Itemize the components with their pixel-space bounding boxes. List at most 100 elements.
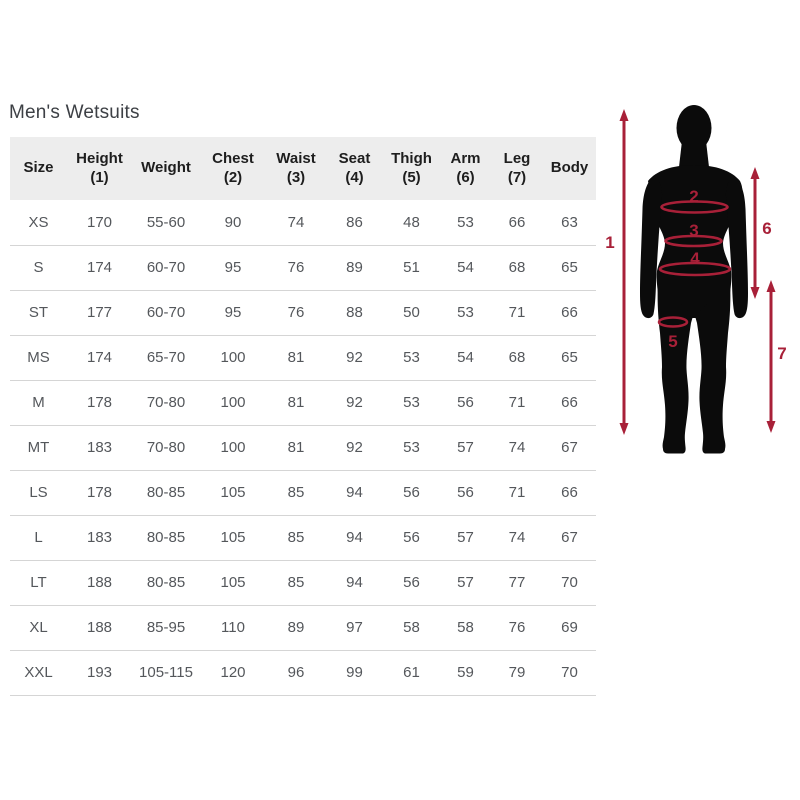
value-cell: 174 — [67, 335, 132, 381]
col-header-height: Height (1) — [67, 137, 132, 200]
size-cell: LT — [10, 560, 67, 606]
value-cell: 94 — [326, 470, 383, 516]
value-cell: 105-115 — [132, 650, 200, 696]
thigh-girth-ellipse — [657, 316, 689, 328]
waist-girth-ellipse — [664, 234, 723, 248]
value-cell: 100 — [200, 425, 266, 471]
value-cell: 50 — [383, 290, 440, 336]
size-table-body: XS 170 55-60 90 74 86 48 53 66 63 S 174 60-70 95 76 89 5… — [10, 200, 596, 696]
value-cell: 67 — [543, 515, 596, 561]
col-label: Seat — [338, 149, 371, 167]
table-row: L 183 80-85 105 85 94 56 57 74 67 — [10, 515, 596, 561]
value-cell: 92 — [326, 425, 383, 471]
label-height-1: 1 — [605, 233, 614, 252]
col-header-arm: Arm (6) — [440, 137, 491, 200]
value-cell: 95 — [200, 245, 266, 291]
value-cell: 85 — [266, 470, 326, 516]
value-cell: 70 — [543, 560, 596, 606]
value-cell: 97 — [326, 605, 383, 651]
value-cell: 66 — [543, 380, 596, 426]
col-header-seat: Seat (4) — [326, 137, 383, 200]
col-label: Chest — [212, 149, 254, 167]
value-cell: 105 — [200, 470, 266, 516]
value-cell: 57 — [440, 515, 491, 561]
table-row: LS 178 80-85 105 85 94 56 56 71 66 — [10, 470, 596, 516]
value-cell: 94 — [326, 560, 383, 606]
value-cell: 71 — [491, 380, 543, 426]
value-cell: 110 — [200, 605, 266, 651]
male-body-silhouette — [640, 105, 748, 454]
value-cell: 56 — [383, 560, 440, 606]
value-cell: 54 — [440, 245, 491, 291]
table-row: ST 177 60-70 95 76 88 50 53 71 66 — [10, 290, 596, 336]
value-cell: 174 — [67, 245, 132, 291]
table-row: MS 174 65-70 100 81 92 53 54 68 65 — [10, 335, 596, 381]
size-table: Size Height (1) Weight Chest (2) Waist (3) … — [10, 137, 596, 696]
value-cell: 80-85 — [132, 515, 200, 561]
col-label: Size — [23, 159, 54, 177]
col-header-size: Size — [10, 137, 67, 200]
value-cell: 66 — [491, 200, 543, 246]
value-cell: 76 — [266, 245, 326, 291]
label-chest-2: 2 — [689, 187, 698, 206]
table-row: LT 188 80-85 105 85 94 56 57 77 70 — [10, 560, 596, 606]
table-header: Size Height (1) Weight Chest (2) Waist (3) … — [10, 137, 596, 200]
col-header-leg: Leg (7) — [491, 137, 543, 200]
value-cell: 56 — [383, 515, 440, 561]
value-cell: 58 — [440, 605, 491, 651]
size-cell: XXL — [10, 650, 67, 696]
col-header-body: Body — [543, 137, 596, 200]
value-cell: 53 — [440, 290, 491, 336]
col-header-waist: Waist (3) — [266, 137, 326, 200]
value-cell: 56 — [440, 470, 491, 516]
col-label: Weight — [141, 159, 191, 177]
value-cell: 85 — [266, 560, 326, 606]
table-row: M 178 70-80 100 81 92 53 56 71 66 — [10, 380, 596, 426]
col-label: Waist — [276, 149, 316, 167]
value-cell: 56 — [383, 470, 440, 516]
value-cell: 68 — [491, 245, 543, 291]
value-cell: 92 — [326, 335, 383, 381]
size-cell: M — [10, 380, 67, 426]
value-cell: 85 — [266, 515, 326, 561]
value-cell: 178 — [67, 380, 132, 426]
table-row: S 174 60-70 95 76 89 51 54 68 65 — [10, 245, 596, 291]
value-cell: 54 — [440, 335, 491, 381]
arm-arrow — [750, 167, 760, 299]
value-cell: 79 — [491, 650, 543, 696]
size-cell: XL — [10, 605, 67, 651]
value-cell: 71 — [491, 470, 543, 516]
chest-girth-ellipse — [660, 200, 729, 214]
value-cell: 70-80 — [132, 380, 200, 426]
value-cell: 67 — [543, 425, 596, 471]
value-cell: 89 — [266, 605, 326, 651]
value-cell: 57 — [440, 560, 491, 606]
value-cell: 74 — [491, 425, 543, 471]
value-cell: 92 — [326, 380, 383, 426]
label-thigh-5: 5 — [668, 332, 677, 351]
col-header-chest: Chest (2) — [200, 137, 266, 200]
value-cell: 65 — [543, 335, 596, 381]
value-cell: 99 — [326, 650, 383, 696]
male-silhouette-diagram: 1 6 7 2 3 4 5 — [605, 105, 787, 454]
col-label: Leg — [503, 149, 531, 167]
col-sublabel: (5) — [402, 168, 421, 186]
size-cell: LS — [10, 470, 67, 516]
value-cell: 90 — [200, 200, 266, 246]
body-measurement-figure: 1 6 7 2 3 4 5 — [600, 85, 800, 475]
col-sublabel: (1) — [90, 168, 109, 186]
size-chart-table: Size Height (1) Weight Chest (2) Waist (3) … — [10, 137, 596, 696]
value-cell: 81 — [266, 380, 326, 426]
value-cell: 89 — [326, 245, 383, 291]
size-cell: XS — [10, 200, 67, 246]
value-cell: 61 — [383, 650, 440, 696]
value-cell: 59 — [440, 650, 491, 696]
header-row: Size Height (1) Weight Chest (2) Waist (3) … — [10, 137, 596, 200]
value-cell: 70 — [543, 650, 596, 696]
value-cell: 56 — [440, 380, 491, 426]
value-cell: 188 — [67, 560, 132, 606]
col-sublabel: (6) — [456, 168, 475, 186]
value-cell: 95 — [200, 290, 266, 336]
value-cell: 66 — [543, 290, 596, 336]
